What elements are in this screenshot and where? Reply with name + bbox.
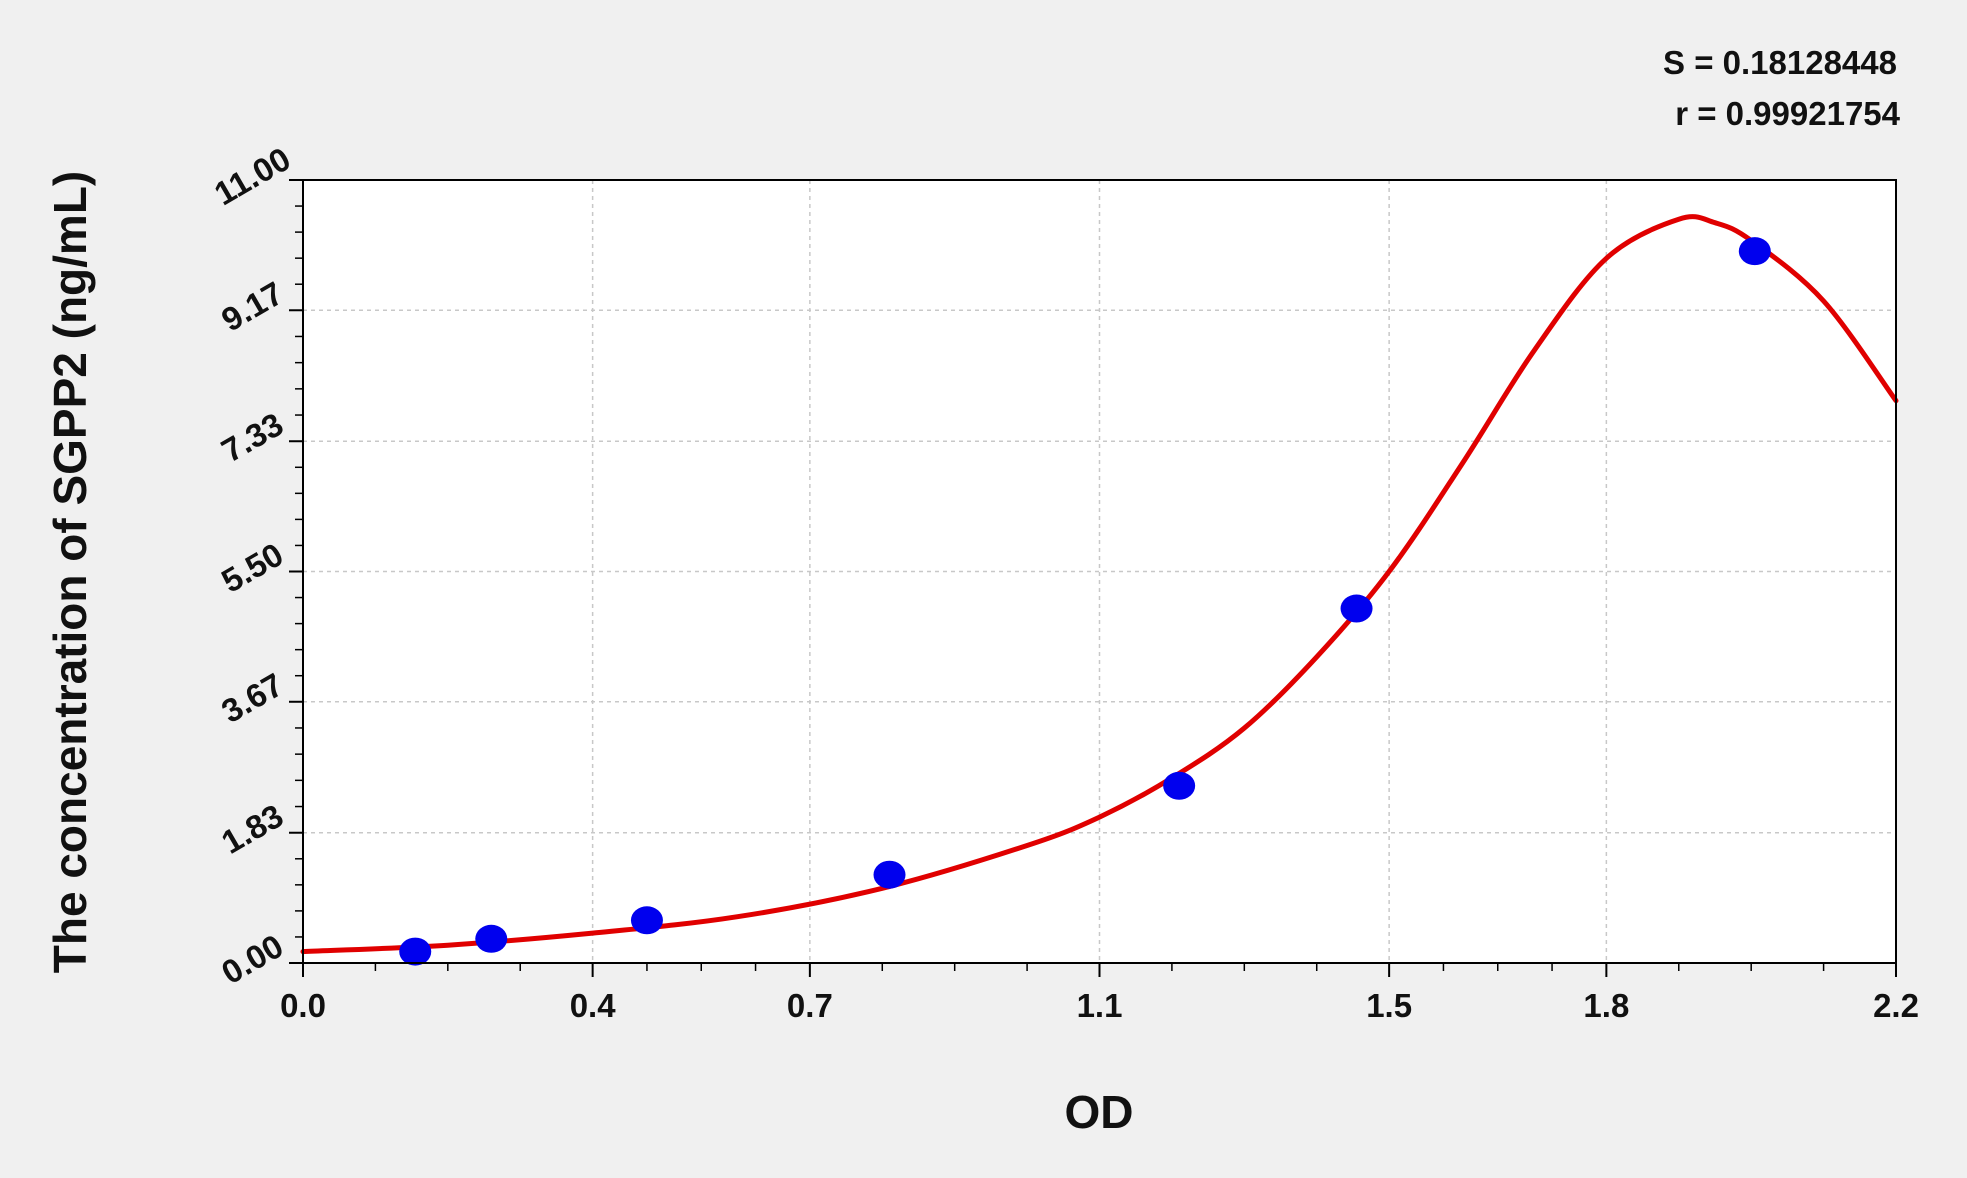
x-tick-label: 1.5 xyxy=(1366,987,1412,1024)
x-tick-label: 2.2 xyxy=(1873,987,1919,1024)
x-tick-label: 1.8 xyxy=(1583,987,1629,1024)
fitted-curve-layer xyxy=(300,214,1899,955)
data-point xyxy=(873,860,906,889)
axis-ticks xyxy=(289,179,1897,977)
grid xyxy=(303,180,1896,963)
data-point xyxy=(1163,771,1196,800)
x-tick-label: 0.4 xyxy=(570,987,617,1024)
s-statistic: S = 0.18128448 xyxy=(1663,44,1897,81)
fitted-curve xyxy=(300,214,1899,955)
y-axis-title: The concentration of SGPP2 (ng/mL) xyxy=(44,171,96,973)
data-point xyxy=(1340,594,1373,623)
data-point xyxy=(630,906,663,935)
data-point xyxy=(1738,237,1771,266)
x-axis-title: OD xyxy=(1065,1086,1134,1138)
r-statistic: r = 0.99921754 xyxy=(1675,95,1900,132)
x-tick-label: 0.0 xyxy=(280,987,326,1024)
x-tick-label: 1.1 xyxy=(1077,987,1123,1024)
data-point xyxy=(475,924,508,953)
data-points-layer xyxy=(399,237,1771,966)
data-point xyxy=(399,937,432,966)
x-tick-label: 0.7 xyxy=(787,987,833,1024)
